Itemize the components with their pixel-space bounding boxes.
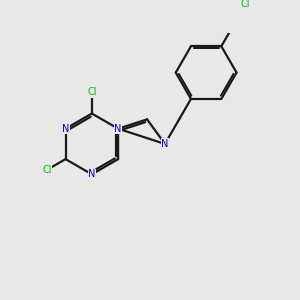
Text: N: N	[161, 139, 169, 149]
Text: Cl: Cl	[43, 165, 52, 175]
Text: N: N	[88, 169, 95, 179]
Text: N: N	[115, 124, 122, 134]
Text: N: N	[62, 124, 69, 134]
Text: Cl: Cl	[87, 87, 97, 98]
Text: Cl: Cl	[241, 0, 250, 9]
